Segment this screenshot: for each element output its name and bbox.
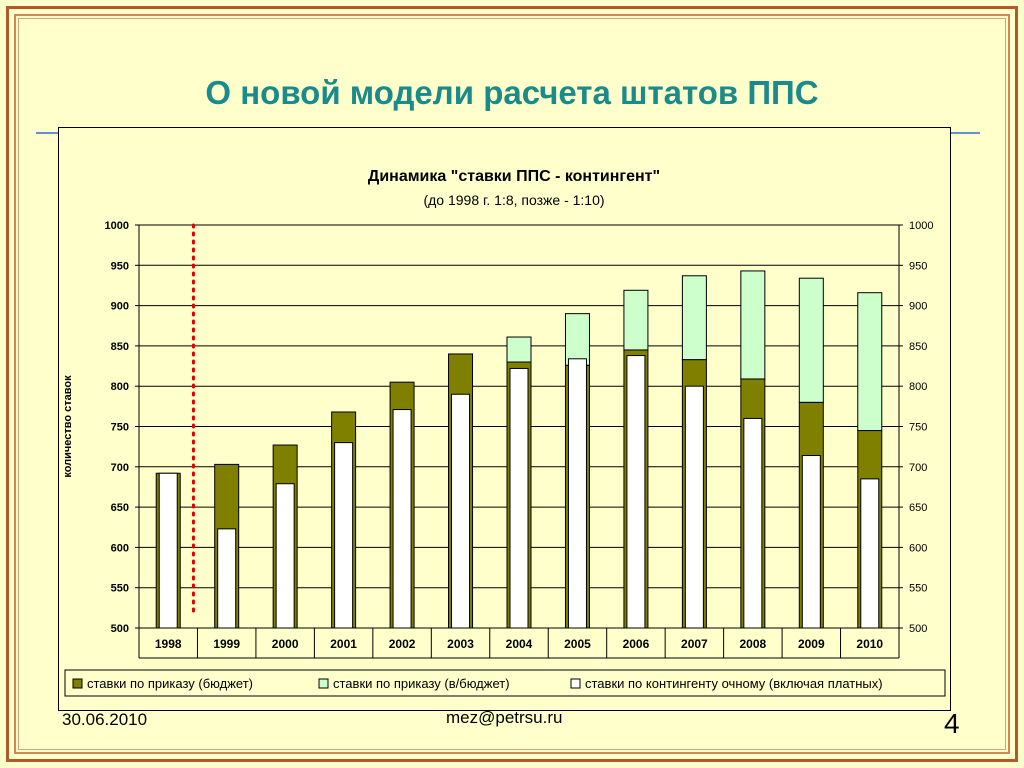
x-tick-label: 2010 xyxy=(856,637,883,651)
chart-svg: Динамика "ставки ППС - контингент" (до 19… xyxy=(62,168,946,697)
legend-item-budget-swatch xyxy=(72,678,83,689)
slide-inner-frame-2 xyxy=(18,18,1006,750)
x-tick-label: 2008 xyxy=(739,637,766,651)
bar-nonbudget xyxy=(623,289,649,351)
x-tick-label: 2000 xyxy=(272,637,299,651)
y-tick-label-left: 900 xyxy=(111,301,129,313)
legend-item-contingent-swatch xyxy=(570,678,581,689)
y-tick-label-left: 700 xyxy=(111,462,129,474)
x-tick-label: 2004 xyxy=(506,637,533,651)
y-tick-label-right: 700 xyxy=(909,462,927,474)
x-tick-label: 2006 xyxy=(623,637,650,651)
bar-contingent xyxy=(743,417,763,629)
x-tick-label: 2005 xyxy=(564,637,591,651)
y-tick-label-left: 600 xyxy=(111,542,129,554)
legend-item-contingent-label: ставки по контингенту очному (включая пл… xyxy=(585,676,883,691)
y-axis-label: количество ставок xyxy=(62,375,74,478)
chart-area: Динамика "ставки ППС - контингент" (до 19… xyxy=(58,127,951,711)
x-tick-label: 2003 xyxy=(447,637,474,651)
footer-date: 30.06.2010 xyxy=(62,710,148,729)
x-tick-label: 2007 xyxy=(681,637,708,651)
page-number: 4 xyxy=(944,708,960,739)
bar-contingent xyxy=(217,528,237,629)
bar-nonbudget xyxy=(798,277,824,403)
bar-contingent xyxy=(626,355,646,629)
chart-subtitle: (до 1998 г. 1:8, позже - 1:10) xyxy=(423,192,604,208)
x-tick-label: 2001 xyxy=(330,637,357,651)
bar-contingent xyxy=(275,483,295,629)
slide-inner-frame xyxy=(14,14,1010,754)
bar-contingent xyxy=(801,455,821,629)
y-tick-label-right: 600 xyxy=(909,542,927,554)
y-tick-label-left: 650 xyxy=(111,502,129,514)
bar-contingent xyxy=(451,393,471,629)
bar-nonbudget xyxy=(681,275,707,361)
bar-nonbudget xyxy=(740,270,766,380)
y-tick-label-left: 850 xyxy=(111,341,129,353)
legend-box xyxy=(64,669,946,697)
y-tick-label-right: 550 xyxy=(909,583,927,595)
bar-contingent xyxy=(684,385,704,629)
y-tick-label-right: 650 xyxy=(909,502,927,514)
y-tick-label-right: 500 xyxy=(909,623,927,635)
legend-item-budget-label: ставки по приказу (бюджет) xyxy=(87,676,253,691)
x-tick-label: 2009 xyxy=(798,637,825,651)
y-tick-label-right: 1000 xyxy=(909,220,933,232)
footer-email: mez@petrsu.ru xyxy=(446,708,563,727)
y-tick-label-right: 750 xyxy=(909,422,927,434)
bar-contingent xyxy=(158,472,178,629)
y-tick-label-right: 900 xyxy=(909,301,927,313)
x-tick-label: 2002 xyxy=(389,637,416,651)
bar-nonbudget xyxy=(857,292,883,432)
y-tick-label-left: 550 xyxy=(111,583,129,595)
x-tick-label: 1999 xyxy=(213,637,240,651)
y-tick-label-left: 1000 xyxy=(105,220,129,232)
bar-contingent xyxy=(860,478,880,629)
bar-contingent xyxy=(334,442,354,629)
bar-contingent xyxy=(392,409,412,629)
y-tick-label-left: 750 xyxy=(111,422,129,434)
slide-outer-frame xyxy=(6,6,1018,762)
chart-title: Динамика "ставки ППС - контингент" xyxy=(368,168,660,185)
bar-nonbudget xyxy=(564,313,590,366)
x-tick-label: 1998 xyxy=(155,637,182,651)
y-tick-label-right: 850 xyxy=(909,341,927,353)
y-tick-label-left: 950 xyxy=(111,260,129,272)
bar-nonbudget xyxy=(506,336,532,363)
slide-title: О новой модели расчета штатов ППС xyxy=(205,74,819,111)
y-tick-label-left: 800 xyxy=(111,381,129,393)
legend-item-nonbudget-label: ставки по приказу (в/бюджет) xyxy=(333,676,510,691)
legend-item-nonbudget-swatch xyxy=(318,678,329,689)
y-tick-label-right: 950 xyxy=(909,260,927,272)
bar-contingent xyxy=(509,367,529,629)
y-tick-label-left: 500 xyxy=(111,623,129,635)
bar-contingent xyxy=(567,358,587,629)
y-tick-label-right: 800 xyxy=(909,381,927,393)
